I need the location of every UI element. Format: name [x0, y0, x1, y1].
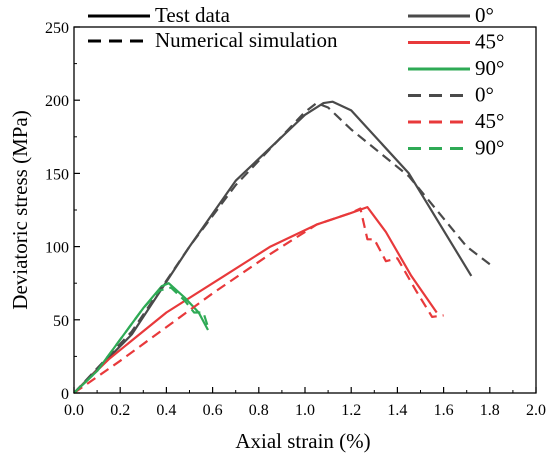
plot-frame	[73, 26, 537, 394]
y-axis-label: Deviatoric stress (MPa)	[8, 110, 32, 309]
x-tick-label: 1.4	[387, 402, 407, 419]
y-tick-label: 250	[45, 20, 69, 37]
series-line-simulated-5	[73, 286, 210, 394]
x-tick-label: 0.0	[64, 402, 84, 419]
legend-label: 0°	[475, 83, 494, 107]
series-line-test-2	[73, 282, 209, 394]
legend-label: 0°	[475, 3, 494, 27]
x-tick-label: 0.4	[156, 402, 176, 419]
y-tick-label: 100	[45, 240, 69, 257]
legend-label: 45°	[475, 109, 504, 133]
legend-series: 0°45°90°0°45°90°	[408, 3, 504, 160]
legend-dashed-label: Numerical simulation	[155, 28, 338, 52]
plot-area	[73, 26, 537, 394]
series-line-simulated-3	[73, 101, 491, 394]
legend-line-style: Test data Numerical simulation	[88, 3, 338, 52]
x-tick-label: 0.6	[203, 402, 223, 419]
legend-solid-label: Test data	[155, 3, 231, 27]
legend-label: 90°	[475, 56, 504, 80]
x-tick-label: 2.0	[526, 402, 546, 419]
series-line-test-0	[73, 100, 473, 394]
x-tick-label: 0.8	[249, 402, 269, 419]
x-tick-label: 0.2	[110, 402, 130, 419]
x-tick-label: 1.0	[295, 402, 315, 419]
series-line-simulated-4	[73, 207, 444, 394]
legend-label: 90°	[475, 136, 504, 160]
x-tick-label: 1.2	[341, 402, 361, 419]
x-tick-label: 1.6	[434, 402, 454, 419]
y-tick-label: 0	[61, 386, 69, 403]
y-axis: 0 50 100 150 200 250	[45, 20, 80, 403]
legend-label: 45°	[475, 30, 504, 54]
x-axis-label: Axial strain (%)	[235, 429, 370, 453]
y-tick-label: 50	[53, 313, 69, 330]
x-tick-label: 1.8	[480, 402, 500, 419]
series-line-test-1	[73, 206, 438, 394]
x-axis: 0.0 0.2 0.4 0.6 0.8 1.0 1.2 1.4 1.6 1.8 2.0	[64, 387, 546, 419]
y-tick-label: 150	[45, 166, 69, 183]
y-tick-label: 200	[45, 93, 69, 110]
